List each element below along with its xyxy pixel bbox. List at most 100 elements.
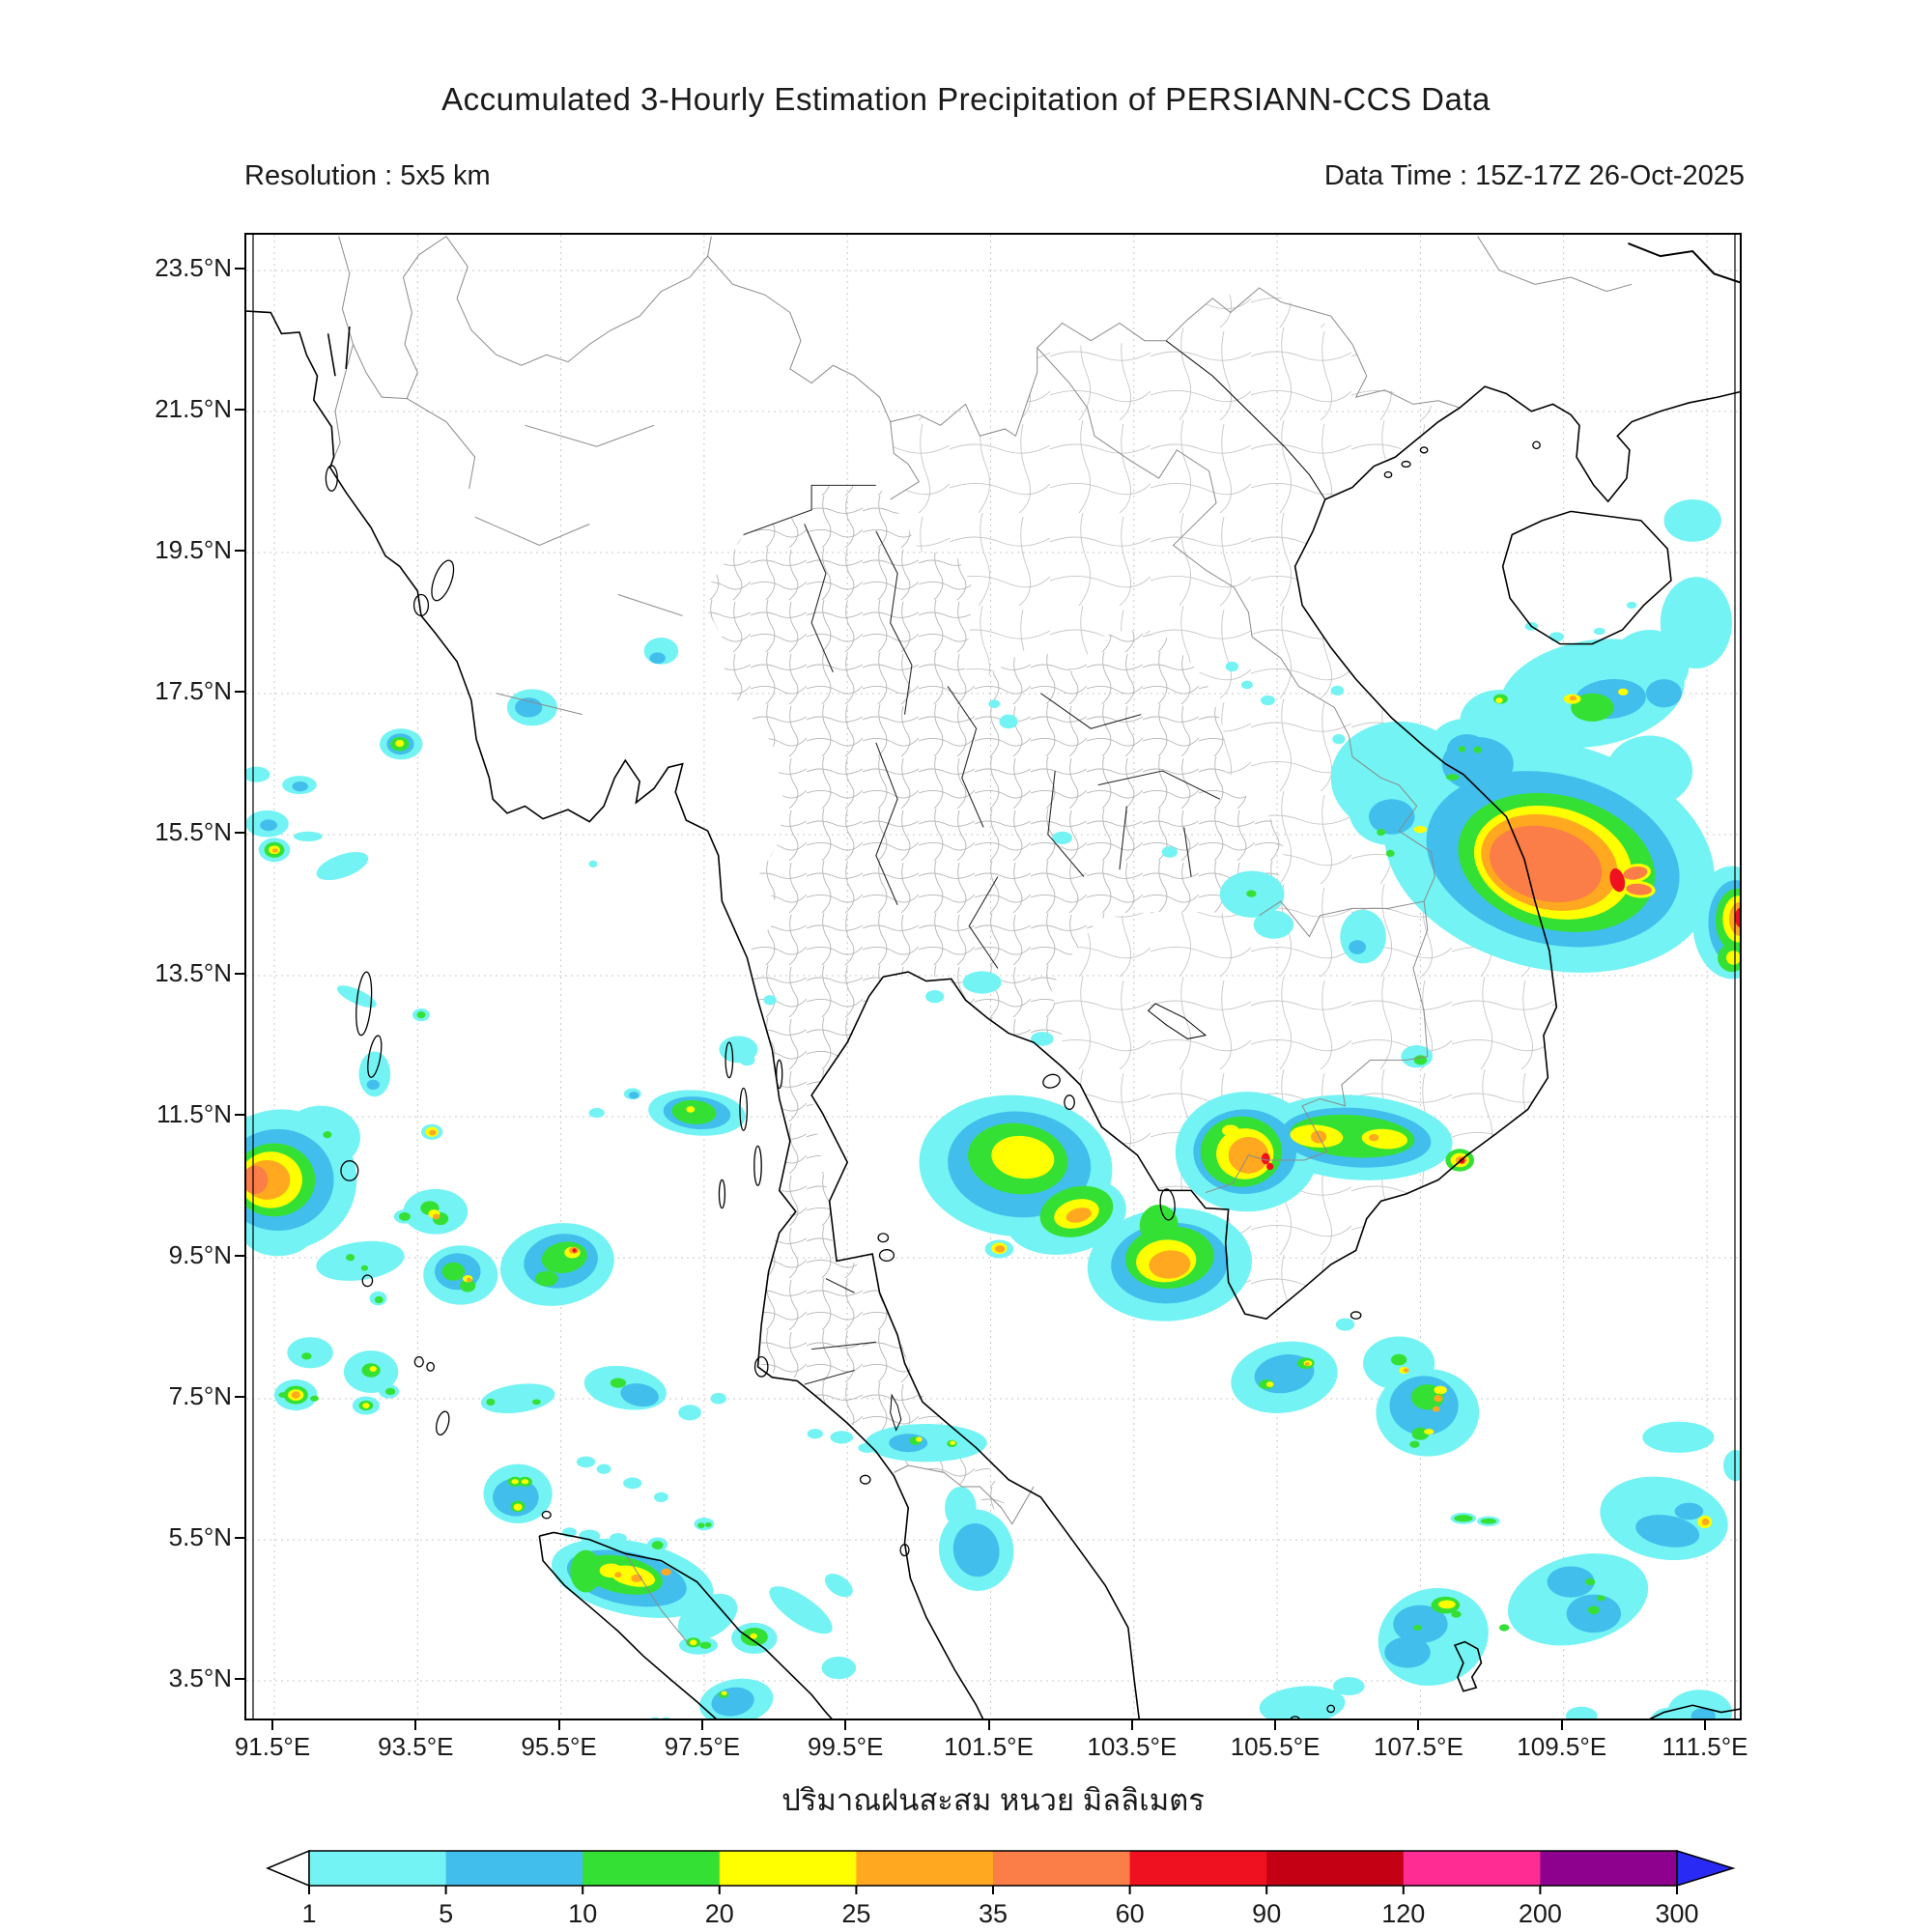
precip-cell [1446,734,1488,766]
precip-cell [511,1479,519,1485]
precip-cell [661,1717,671,1719]
colorbar-label: 120 [1381,1899,1425,1928]
colorbar-segment [1403,1851,1541,1886]
y-axis-tick [235,1537,244,1539]
colorbar-segment [309,1851,447,1886]
data-time-label: Data Time : 15Z-17Z 26-Oct-2025 [1323,160,1745,191]
precip-cell [395,739,405,748]
precip-cell [1587,1605,1600,1615]
precip-cell [950,1440,956,1445]
precip-cell [316,1240,405,1281]
colorbar-overflow-arrow [1676,1849,1736,1888]
precip-cell [705,1521,712,1527]
precip-cell [1031,1032,1054,1046]
y-axis-tick [235,1255,244,1257]
precip-cell [671,1099,717,1124]
precip-cell [292,781,308,792]
precip-cell [1149,1250,1191,1279]
precip-cell [480,1383,555,1414]
precip-cell [721,1690,727,1696]
y-axis-tick [235,409,244,411]
precip-cell [246,1165,269,1195]
precip-cell [323,1131,332,1139]
precip-cell [432,1213,440,1220]
precip-cell [1642,1421,1715,1453]
precip-cell [916,1436,923,1442]
precip-cell [1454,1515,1473,1522]
precip-cell [1424,1429,1435,1435]
x-axis-tick-label: 93.5°E [378,1732,454,1761]
precip-cell [1265,1162,1274,1171]
precip-cell [925,990,945,1004]
precip-cell [1606,735,1693,807]
precipitation-layer [246,498,1740,1719]
thailand-province-borders [744,485,1220,1384]
colorbar-label: 60 [1116,1899,1145,1928]
precip-cell [1663,498,1721,542]
precip-cell [1618,688,1629,696]
precip-cell [821,1656,857,1680]
x-axis-tick [700,1720,703,1730]
y-axis-tick-label: 5.5°N [168,1522,232,1551]
precip-cell [1626,883,1652,895]
colorbar-label: 5 [439,1899,453,1928]
precip-cell [678,1405,701,1421]
precip-cell [570,1549,602,1593]
precip-cell [399,1211,411,1221]
colorbar-label: 90 [1252,1899,1281,1928]
colorbar-segment [1266,1851,1405,1886]
colorbar-segment [993,1851,1131,1886]
data-domain-edge [252,235,1736,1719]
precip-cell [650,1717,661,1719]
y-axis-tick-label: 7.5°N [168,1381,232,1410]
precip-cell [699,1641,712,1649]
precip-cell [1434,1385,1447,1395]
x-axis-tick [414,1720,417,1730]
precip-cell [1241,680,1253,690]
precip-cell [271,848,278,853]
precip-cell [1335,1318,1355,1331]
x-axis-tick-label: 103.5°E [1087,1732,1178,1761]
precip-cell [310,1395,319,1402]
precip-cell [1645,679,1683,708]
precip-cell [1369,799,1415,835]
precip-cell [614,1572,622,1578]
x-axis-tick [844,1720,847,1730]
y-axis-tick-label: 21.5°N [155,394,232,423]
colorbar-segment [1129,1851,1267,1886]
thai-caption: ปริมาณฝนสะสม หนวย มิลลิเมตร [781,1783,1205,1817]
x-axis-tick [987,1720,990,1730]
precip-cell [889,1434,928,1453]
precip-cell [572,1248,577,1253]
precip-cell [534,1270,558,1287]
precip-cell [301,1352,312,1360]
precip-cell [1403,1368,1409,1373]
precip-cell [1623,867,1648,880]
precip-cell [610,1378,627,1388]
precip-cell [531,1399,541,1406]
precip-cell [1593,627,1605,636]
precip-cell [1609,868,1626,893]
precip-cell [991,1135,1055,1179]
page-title: Accumulated 3-Hourly Estimation Precipit… [441,81,1491,117]
colorbar-label: 300 [1655,1899,1698,1928]
precip-cell [362,1403,370,1408]
precip-cell [466,1277,472,1283]
precip-cell [291,1391,300,1399]
x-axis-tick-label: 99.5°E [808,1732,884,1761]
y-axis-tick-label: 15.5°N [155,817,232,846]
precip-cell [807,1429,823,1439]
precip-cell [1253,910,1294,939]
precip-cell [1626,601,1637,610]
colorbar-segment [719,1851,857,1886]
precip-cell [1261,1152,1270,1165]
precip-cell [1369,1133,1379,1142]
colorbar-label: 10 [568,1899,597,1928]
precip-cell [690,1639,697,1646]
precip-cell [1385,849,1395,858]
precip-cell [1674,1502,1704,1520]
precip-cell [1458,746,1466,753]
precip-cell [1225,661,1239,672]
precip-cell [384,1387,396,1396]
y-axis-tick-label: 13.5°N [155,958,232,987]
